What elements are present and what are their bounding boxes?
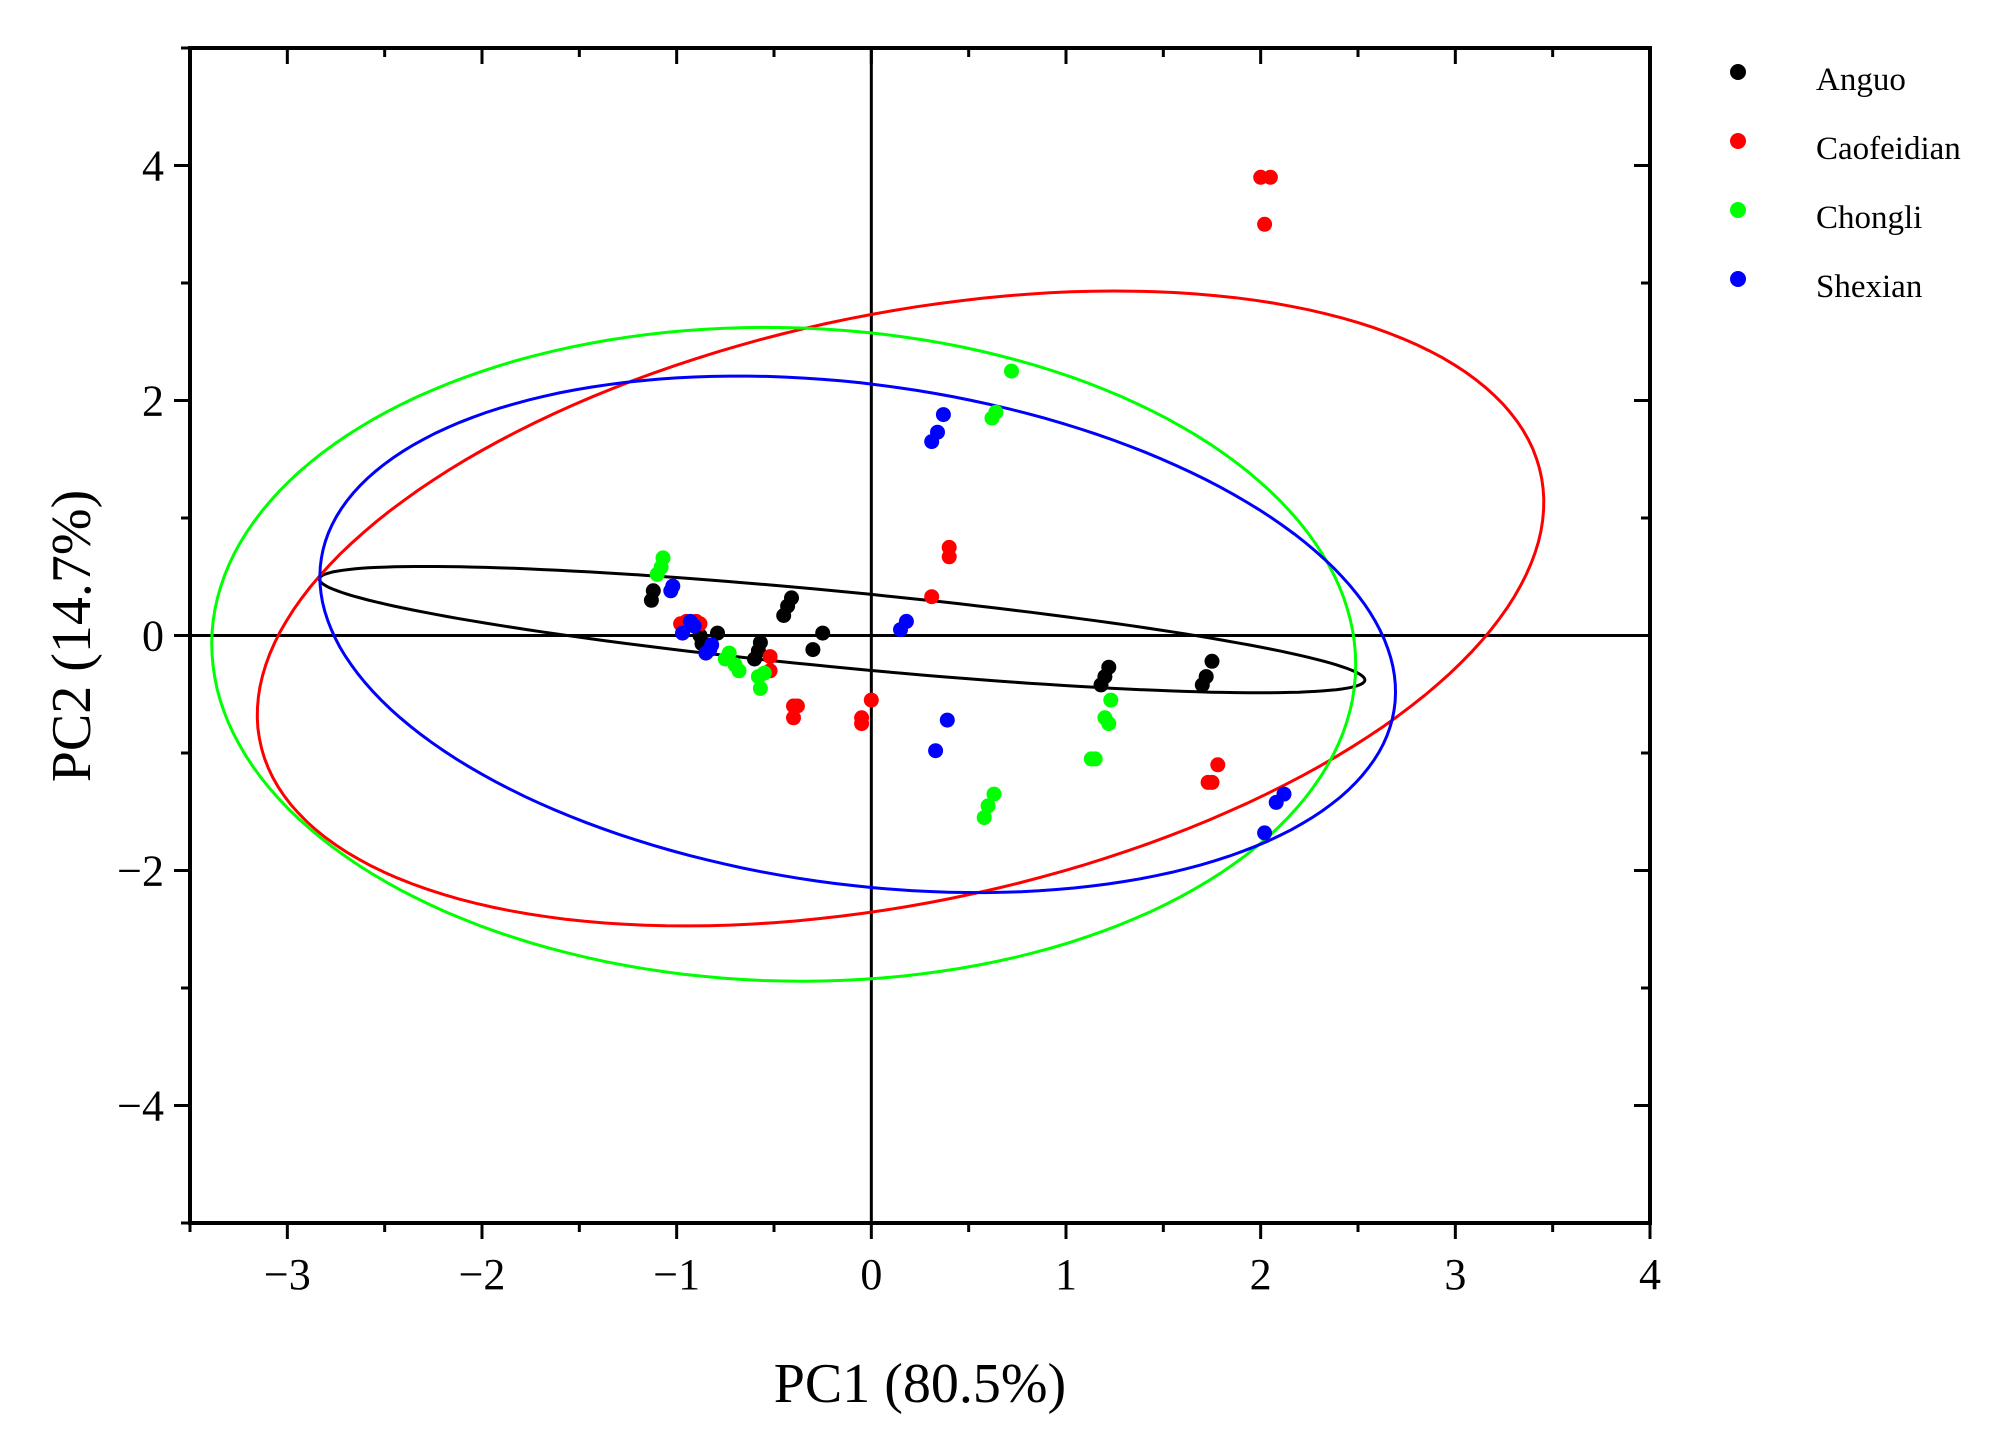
x-tick-label: 4 bbox=[1639, 1250, 1661, 1299]
x-tick-labels: −3 −2 −1 0 1 2 3 4 bbox=[264, 1250, 1661, 1299]
point-chongli bbox=[1004, 363, 1019, 379]
point-caofeidian bbox=[941, 539, 957, 555]
y-tick-label: 4 bbox=[142, 142, 164, 191]
point-chongli bbox=[655, 550, 671, 566]
point-chongli bbox=[988, 404, 1004, 420]
point-anguo bbox=[710, 625, 725, 641]
point-shexian bbox=[1257, 825, 1273, 841]
legend-label-shexian: Shexian bbox=[1816, 269, 1922, 305]
x-tick-label: −2 bbox=[459, 1250, 506, 1299]
point-caofeidian bbox=[786, 710, 801, 726]
point-caofeidian bbox=[762, 649, 778, 665]
x-tick-label: −1 bbox=[653, 1250, 700, 1299]
point-anguo bbox=[784, 590, 799, 606]
y-axis-title: PC2 (14.7%) bbox=[41, 490, 103, 782]
point-caofeidian bbox=[1204, 774, 1220, 790]
y-tick-labels: −4 −2 0 2 4 bbox=[117, 142, 164, 1131]
data-points bbox=[643, 169, 1292, 841]
point-anguo bbox=[1101, 659, 1117, 675]
legend-label-caofeidian: Caofeidian bbox=[1816, 131, 1961, 167]
y-tick-label: −2 bbox=[117, 847, 164, 896]
point-shexian bbox=[930, 424, 945, 440]
point-anguo bbox=[1198, 669, 1214, 685]
point-caofeidian bbox=[789, 698, 805, 714]
point-chongli bbox=[980, 798, 996, 814]
point-chongli bbox=[1087, 751, 1103, 767]
point-caofeidian bbox=[1262, 169, 1278, 185]
legend-marker-chongli bbox=[1730, 202, 1746, 218]
x-tick-label: 0 bbox=[860, 1250, 882, 1299]
x-axis-title: PC1 (80.5%) bbox=[774, 1353, 1066, 1415]
x-tick-label: 1 bbox=[1055, 1250, 1077, 1299]
legend-label-anguo: Anguo bbox=[1816, 62, 1906, 98]
legend: Anguo Caofeidian Chongli Shexian bbox=[1730, 62, 1961, 305]
y-tick-label: 2 bbox=[142, 377, 164, 426]
point-shexian bbox=[686, 618, 702, 634]
point-shexian bbox=[665, 578, 681, 594]
legend-marker-caofeidian bbox=[1730, 133, 1746, 149]
point-anguo bbox=[645, 583, 661, 599]
point-shexian bbox=[928, 743, 944, 759]
ellipse-chongli bbox=[210, 325, 1358, 983]
point-caofeidian bbox=[1210, 757, 1226, 773]
axis-ticks bbox=[174, 46, 1652, 1239]
point-caofeidian bbox=[854, 716, 870, 732]
point-chongli bbox=[721, 645, 737, 661]
point-chongli bbox=[986, 786, 1002, 802]
point-shexian bbox=[898, 613, 914, 629]
point-caofeidian bbox=[924, 589, 940, 605]
legend-label-chongli: Chongli bbox=[1816, 200, 1922, 236]
point-chongli bbox=[1101, 716, 1117, 732]
point-caofeidian bbox=[863, 692, 879, 708]
point-shexian bbox=[939, 712, 955, 728]
point-anguo bbox=[1204, 653, 1220, 669]
point-anguo bbox=[752, 635, 768, 650]
legend-marker-anguo bbox=[1730, 64, 1746, 80]
point-chongli bbox=[731, 663, 747, 679]
x-tick-label: 3 bbox=[1444, 1250, 1466, 1299]
y-tick-label: −4 bbox=[117, 1082, 164, 1131]
ellipse-caofeidian bbox=[255, 289, 1546, 928]
point-shexian bbox=[1276, 786, 1292, 802]
point-shexian bbox=[704, 637, 720, 653]
point-caofeidian bbox=[1257, 216, 1273, 232]
y-tick-label: 0 bbox=[142, 612, 164, 661]
x-tick-label: −3 bbox=[264, 1250, 311, 1299]
point-chongli bbox=[756, 665, 772, 681]
legend-marker-shexian bbox=[1730, 271, 1746, 287]
x-tick-label: 2 bbox=[1250, 1250, 1272, 1299]
point-anguo bbox=[805, 642, 821, 658]
point-shexian bbox=[675, 625, 690, 641]
point-shexian bbox=[935, 407, 951, 423]
point-chongli bbox=[976, 810, 992, 826]
ellipse-shexian bbox=[318, 374, 1398, 895]
point-chongli bbox=[1103, 692, 1119, 708]
point-chongli bbox=[752, 680, 768, 696]
point-anguo bbox=[815, 625, 831, 641]
